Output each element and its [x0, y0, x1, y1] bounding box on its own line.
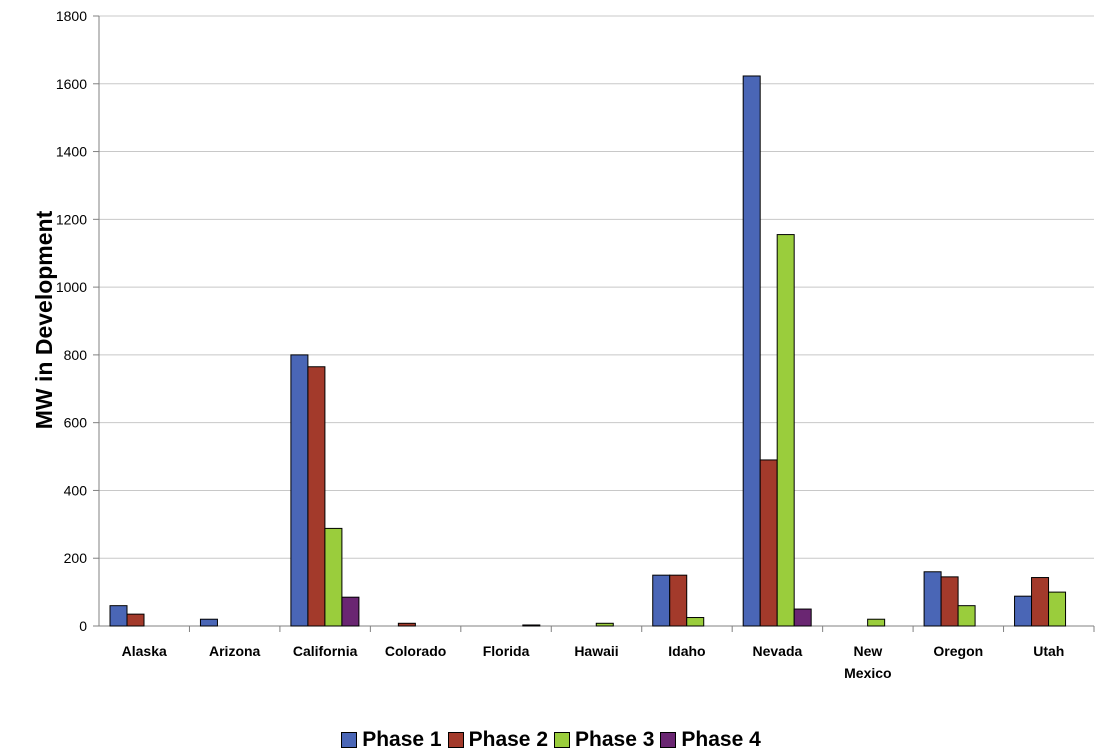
- bar-phase-3: [776, 234, 795, 627]
- x-tick-label: Arizona: [209, 643, 261, 659]
- y-axis-label: MW in Development: [31, 210, 57, 429]
- y-tick-label: 1000: [56, 279, 87, 295]
- legend-label: Phase 2: [468, 728, 548, 751]
- y-tick-label: 1200: [56, 211, 87, 227]
- x-tick-label: Colorado: [385, 643, 446, 659]
- x-tick-label: Florida: [483, 643, 530, 659]
- bar-phase-3: [324, 527, 343, 627]
- bar-phase-4: [522, 624, 541, 627]
- bar-phase-1: [923, 571, 942, 627]
- bar-phase-1: [742, 75, 761, 627]
- bar-phase-1: [652, 574, 671, 627]
- y-tick-label: 200: [64, 550, 88, 566]
- bar-phase-2: [307, 366, 326, 627]
- bar-chart: MW in Development 0 200 400 600 800 1000 1200 1…: [31, 8, 1095, 681]
- legend-swatch: [341, 732, 358, 748]
- legend-swatch: [554, 732, 570, 748]
- legend-label: Phase 3: [575, 728, 655, 751]
- bar-phase-1: [1014, 595, 1033, 627]
- legend-item: Phase 4: [660, 728, 761, 752]
- bar-phase-2: [759, 459, 778, 627]
- legend-label: Phase 1: [362, 728, 442, 751]
- bar-phase-2: [669, 574, 688, 627]
- x-tick-label: Nevada: [753, 643, 803, 659]
- y-tick-label: 0: [79, 618, 87, 634]
- bar-phase-3: [1048, 591, 1067, 627]
- bar-phase-2: [940, 576, 959, 627]
- y-tick-label: 1600: [56, 76, 87, 92]
- x-tick-label: California: [293, 643, 358, 659]
- legend-label: Phase 4: [681, 728, 761, 751]
- legend-swatch: [660, 732, 677, 748]
- y-tick-label: 800: [64, 347, 88, 363]
- bar-phase-2: [126, 613, 145, 627]
- bar-phase-3: [867, 618, 886, 627]
- bar-phase-3: [957, 605, 976, 627]
- y-tick-label: 1800: [56, 8, 87, 24]
- x-tick-label: Hawaii: [574, 643, 618, 659]
- legend-swatch: [447, 732, 464, 748]
- legend: Phase 1 Phase 2 Phase 3 Phase 4: [0, 728, 1102, 754]
- legend-item: Phase 3: [554, 728, 654, 752]
- x-tick-label: Mexico: [844, 665, 891, 681]
- bar-phase-3: [595, 622, 614, 627]
- bar-phase-1: [290, 354, 309, 627]
- y-tick-label: 1400: [56, 144, 87, 160]
- bar-phase-2: [1031, 577, 1050, 627]
- bar-phase-1: [199, 618, 218, 627]
- y-tick-label: 600: [64, 415, 88, 431]
- bar-phase-1: [109, 605, 128, 627]
- x-tick-label: Alaska: [122, 643, 167, 659]
- x-tick-label: Oregon: [933, 643, 983, 659]
- x-tick-label: Utah: [1033, 643, 1064, 659]
- bar-phase-4: [341, 596, 360, 627]
- y-tick-label: 400: [64, 482, 88, 498]
- legend-item: Phase 2: [447, 728, 548, 752]
- bar-phase-2: [397, 622, 416, 627]
- x-tick-label: New: [853, 643, 882, 659]
- x-tick-label: Idaho: [668, 643, 705, 659]
- bar-phase-3: [686, 617, 705, 627]
- legend-item: Phase 1: [341, 728, 442, 752]
- bar-phase-4: [793, 608, 812, 627]
